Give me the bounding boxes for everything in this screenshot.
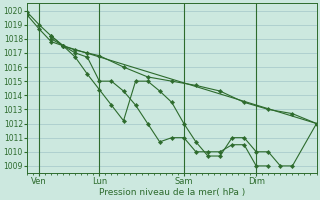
X-axis label: Pression niveau de la mer( hPa ): Pression niveau de la mer( hPa ): [99, 188, 245, 197]
